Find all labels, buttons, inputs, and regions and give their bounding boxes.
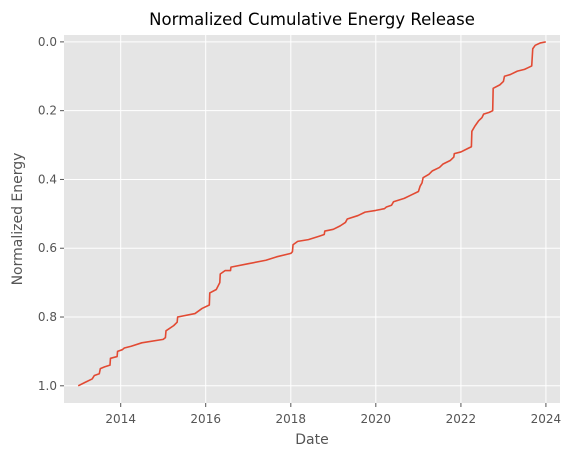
x-axis-title: Date: [295, 432, 328, 448]
y-tick-label: 1.0: [38, 379, 57, 393]
y-tick-label: 0.6: [38, 241, 57, 255]
plot-area: [64, 35, 560, 403]
chart-title: Normalized Cumulative Energy Release: [149, 10, 475, 29]
y-tick-label: 0.0: [38, 35, 57, 49]
y-tick-label: 0.4: [38, 172, 57, 186]
tick-labels: 2014 2016 2018 2020 2022 2024 0.0 0.2 0.4 0.6 0.8 1…: [38, 35, 561, 426]
x-tick-label: 2014: [105, 412, 136, 426]
x-tick-label: 2022: [446, 412, 477, 426]
y-tick-label: 0.2: [38, 104, 57, 118]
x-tick-label: 2018: [276, 412, 307, 426]
grid: [64, 35, 560, 403]
series-line: [77, 41, 546, 387]
x-tick-label: 2016: [190, 412, 221, 426]
series-layer: [77, 41, 546, 387]
y-axis-title: Normalized Energy: [10, 153, 26, 286]
y-tick-label: 0.8: [38, 310, 57, 324]
x-tick-label: 2024: [531, 412, 562, 426]
x-tick-label: 2020: [361, 412, 392, 426]
